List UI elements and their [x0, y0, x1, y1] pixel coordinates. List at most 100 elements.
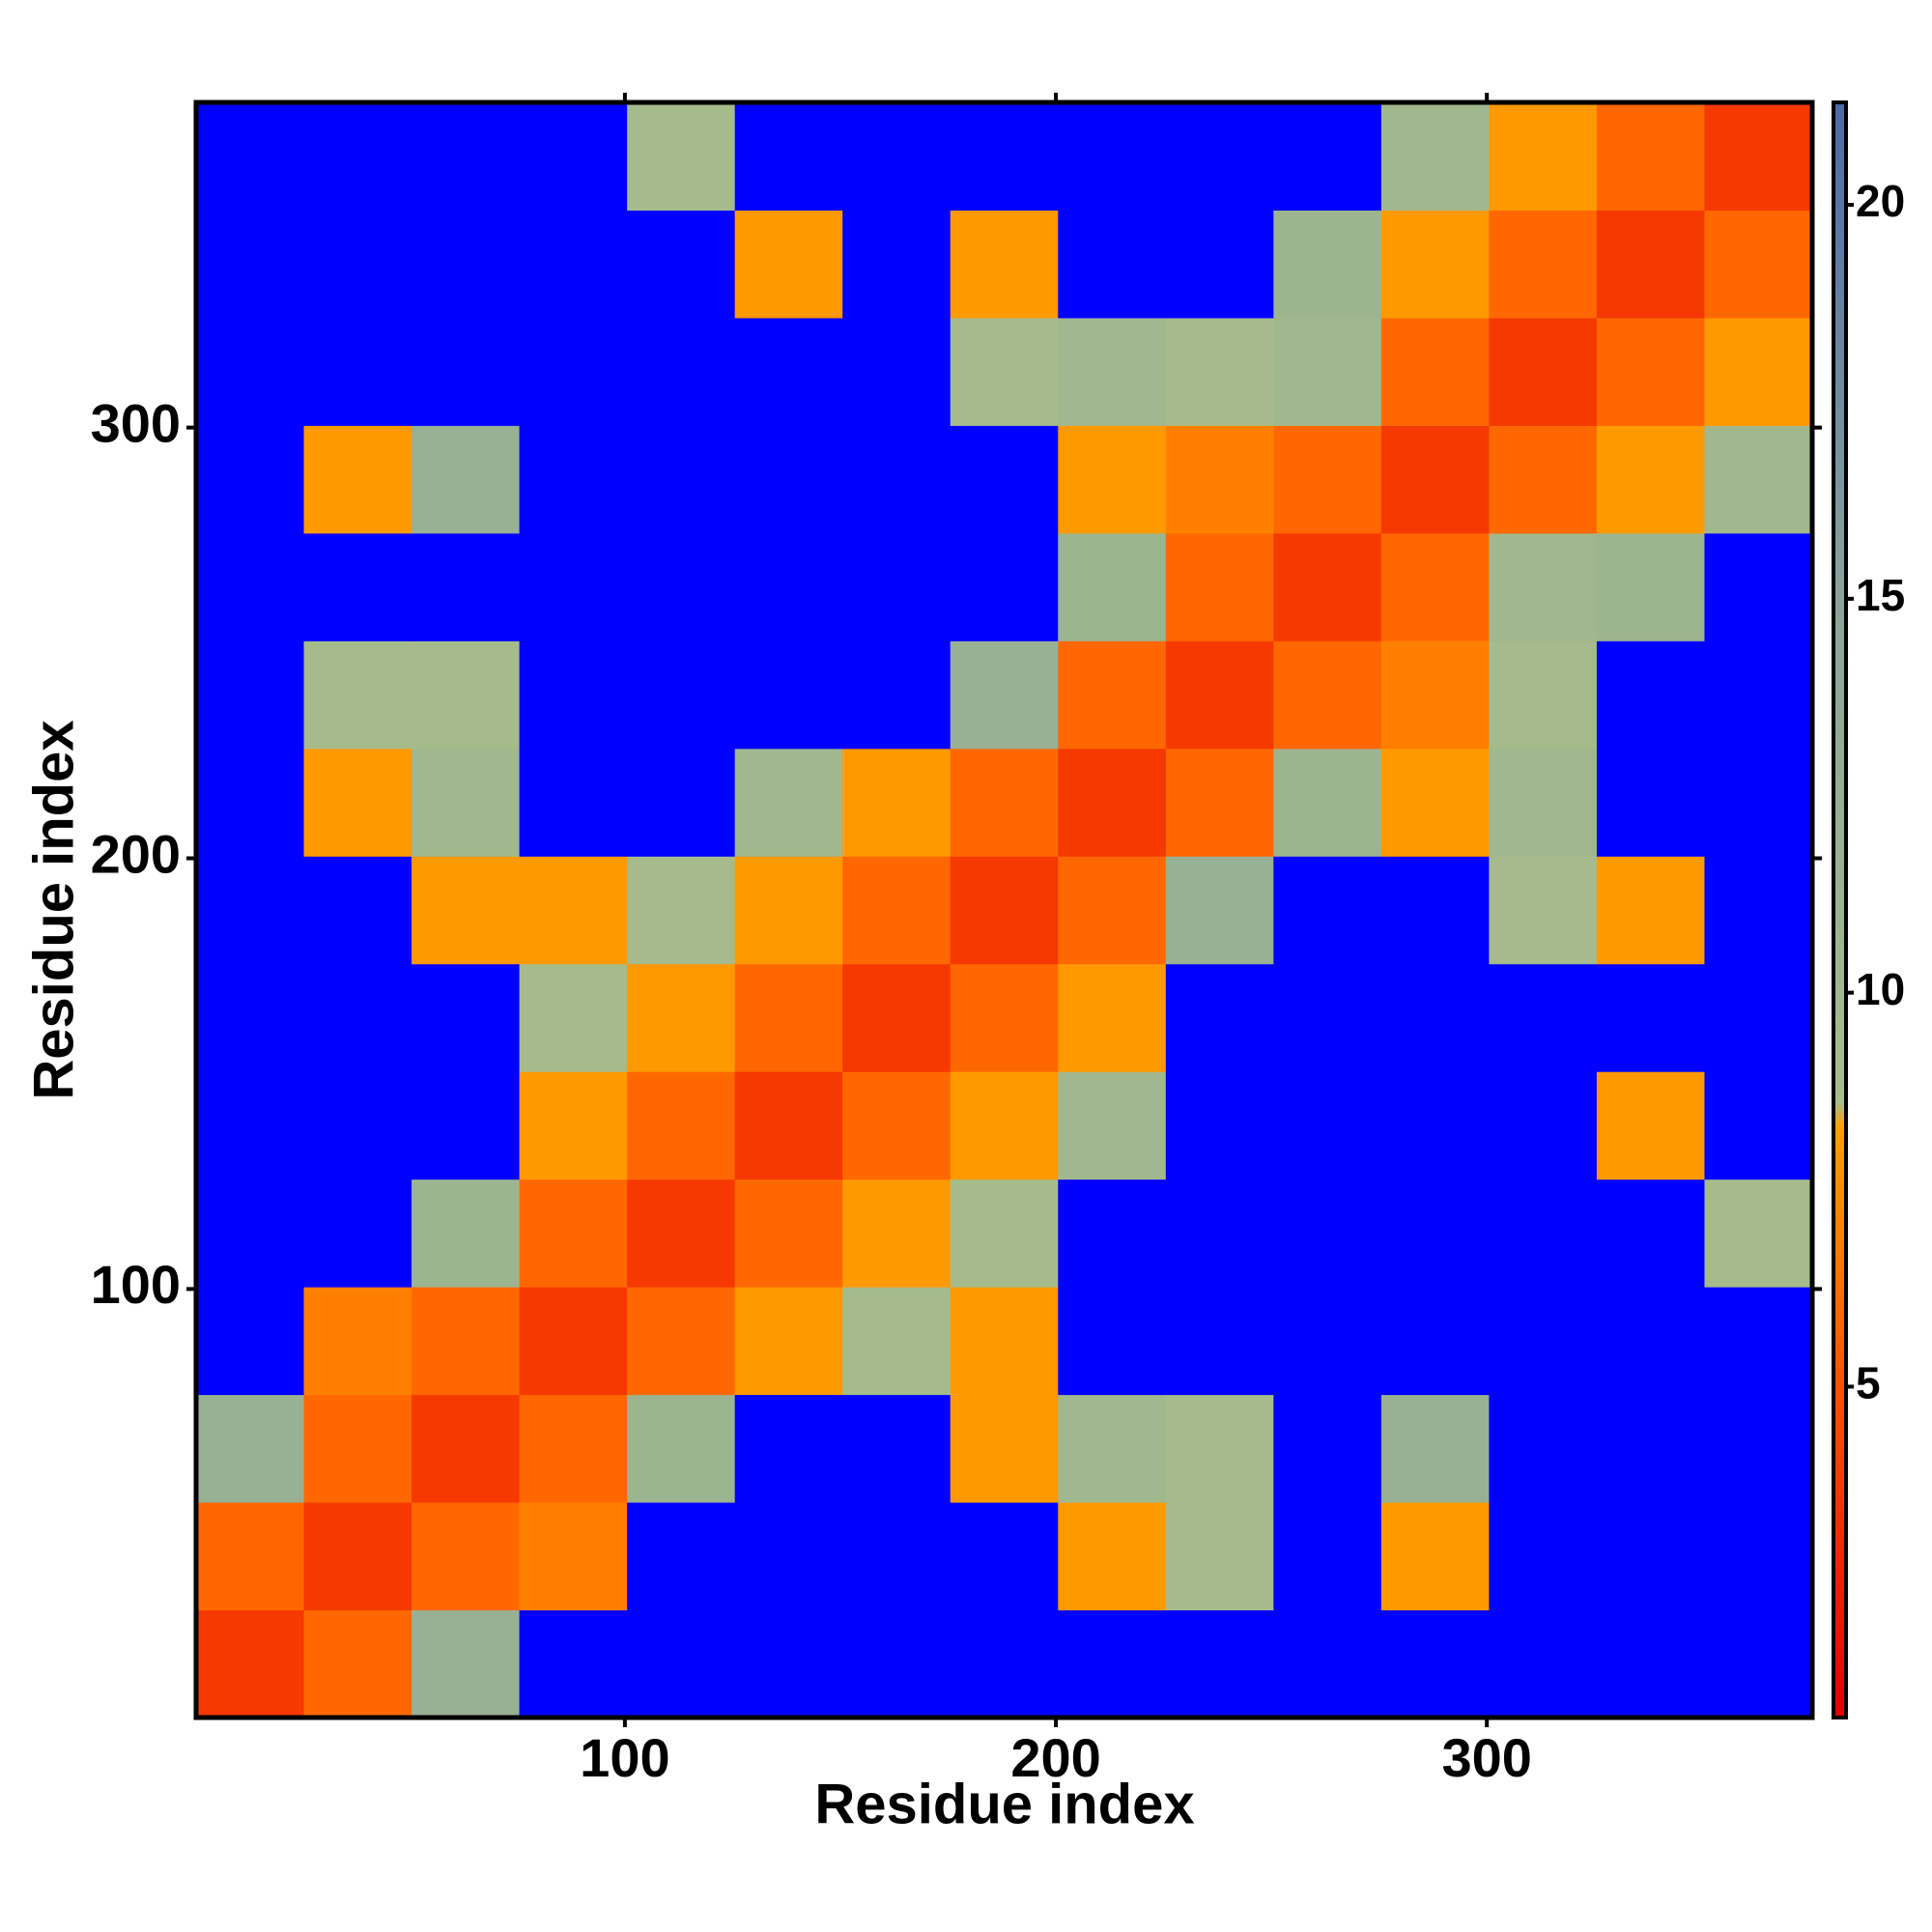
- heatmap-cell: [1165, 425, 1274, 534]
- heatmap-cell: [842, 1609, 952, 1719]
- heatmap-cell: [1273, 1394, 1382, 1503]
- heatmap-cell: [1596, 963, 1705, 1072]
- heatmap-cell: [1273, 963, 1382, 1072]
- heatmap-cell: [950, 532, 1059, 641]
- heatmap-cell: [519, 640, 628, 750]
- heatmap-cell: [1380, 856, 1490, 965]
- heatmap-cell: [1058, 532, 1167, 641]
- heatmap-cell: [950, 1502, 1059, 1611]
- heatmap-cell: [1165, 1394, 1274, 1503]
- heatmap-cell: [1273, 102, 1382, 211]
- heatmap-cell: [842, 317, 952, 426]
- heatmap-cell: [196, 640, 305, 750]
- heatmap-cell: [1165, 317, 1274, 426]
- heatmap-cell: [196, 210, 305, 319]
- heatmap-cell: [1380, 1287, 1490, 1396]
- heatmap-cell: [1380, 1502, 1490, 1611]
- heatmap-cell: [1273, 856, 1382, 965]
- heatmap-cell: [734, 1071, 843, 1180]
- heatmap-cell: [1058, 425, 1167, 534]
- heatmap-cell: [950, 1609, 1059, 1719]
- heatmap-cell: [412, 1071, 521, 1180]
- heatmap-cell: [412, 748, 521, 857]
- heatmap-cell: [196, 317, 305, 426]
- heatmap-cell: [1704, 1287, 1813, 1396]
- heatmap-cell: [1489, 317, 1598, 426]
- y-tick-label: 100: [91, 1254, 181, 1315]
- heatmap-cell: [412, 532, 521, 641]
- heatmap-cell: [1596, 1071, 1705, 1180]
- heatmap-cell: [627, 1609, 736, 1719]
- heatmap-cell: [1058, 1394, 1167, 1503]
- heatmap-cell: [196, 1179, 305, 1288]
- heatmap-cell: [196, 532, 305, 641]
- heatmap-cell: [734, 963, 843, 1072]
- heatmap-cell: [412, 1287, 521, 1396]
- colorbar-tick-label: 5: [1856, 1358, 1881, 1408]
- heatmap-cell: [1489, 1179, 1598, 1288]
- x-tick-label: 300: [1441, 1727, 1531, 1788]
- heatmap-cell: [1273, 425, 1382, 534]
- heatmap-cell: [842, 963, 952, 1072]
- heatmap-cell: [734, 748, 843, 857]
- x-axis-title: Residue index: [814, 1773, 1194, 1835]
- heatmap-cell: [627, 748, 736, 857]
- heatmap-cell: [1704, 748, 1813, 857]
- heatmap-cell: [1273, 748, 1382, 857]
- heatmap-cell: [1380, 748, 1490, 857]
- heatmap-cell: [303, 1071, 412, 1180]
- heatmap-cell: [1489, 1071, 1598, 1180]
- heatmap-cell: [627, 102, 736, 211]
- heatmap-cell: [842, 532, 952, 641]
- heatmap-cell: [519, 532, 628, 641]
- heatmap-cell: [1380, 102, 1490, 211]
- heatmap-cell: [950, 748, 1059, 857]
- heatmap-cell: [1704, 210, 1813, 319]
- heatmap-cell: [412, 425, 521, 534]
- heatmap-cell: [1704, 532, 1813, 641]
- heatmap-cell: [1380, 640, 1490, 750]
- heatmap-cell: [950, 1071, 1059, 1180]
- heatmap-cell: [734, 856, 843, 965]
- heatmap-cell: [842, 210, 952, 319]
- heatmap-cell: [519, 1394, 628, 1503]
- heatmap-cell: [196, 856, 305, 965]
- heatmap-cell: [303, 1394, 412, 1503]
- heatmap-cell: [1058, 210, 1167, 319]
- heatmap-cell: [519, 1609, 628, 1719]
- heatmap-cell: [1489, 425, 1598, 534]
- heatmap-cell: [627, 210, 736, 319]
- heatmap-cell: [303, 640, 412, 750]
- heatmap-cell: [1058, 1071, 1167, 1180]
- heatmap-cell: [1489, 1609, 1598, 1719]
- heatmap-cell: [412, 1609, 521, 1719]
- heatmap-cell: [303, 1609, 412, 1719]
- heatmap-cell: [1380, 963, 1490, 1072]
- heatmap-cell: [1273, 317, 1382, 426]
- heatmap-cell: [1489, 748, 1598, 857]
- heatmap-cell: [1058, 640, 1167, 750]
- heatmap-cell: [412, 1502, 521, 1611]
- heatmap-cell: [950, 963, 1059, 1072]
- heatmap-cell: [1165, 532, 1274, 641]
- heatmap-cell: [303, 1287, 412, 1396]
- heatmap-cell: [950, 1179, 1059, 1288]
- heatmap-cell: [1058, 1287, 1167, 1396]
- heatmap-cell: [734, 640, 843, 750]
- heatmap-cell: [1489, 210, 1598, 319]
- heatmap-cell: [1165, 963, 1274, 1072]
- heatmap-cell: [519, 1071, 628, 1180]
- heatmap-cell: [1058, 1179, 1167, 1288]
- y-tick-label: 200: [91, 823, 181, 884]
- heatmap-cell: [303, 532, 412, 641]
- heatmap-cell: [1273, 1071, 1382, 1180]
- heatmap-cell: [1596, 748, 1705, 857]
- heatmap-cell: [627, 963, 736, 1072]
- heatmap-cell: [1596, 317, 1705, 426]
- heatmap-cell: [1273, 1179, 1382, 1288]
- heatmap-cell: [1273, 1287, 1382, 1396]
- heatmap-cell: [627, 317, 736, 426]
- heatmap-cell: [842, 1179, 952, 1288]
- x-tick-label: 200: [1010, 1727, 1100, 1788]
- heatmap-cell: [1380, 1179, 1490, 1288]
